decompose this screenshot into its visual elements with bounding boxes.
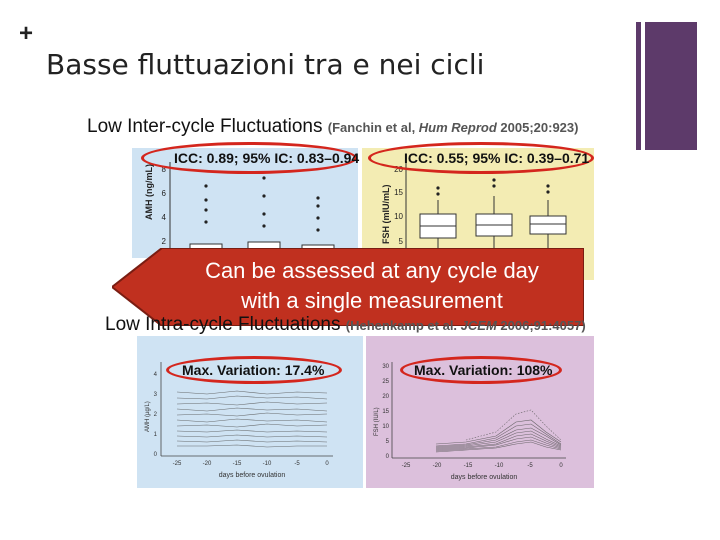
fsh-inter-ytick: 15 — [394, 188, 403, 197]
fsh-intra-ytick: 15 — [382, 409, 389, 415]
fsh-inter-cycle-chart: FSH (mIU/mL) 20 15 10 5 — [381, 162, 567, 280]
callout-line-2: with a single measurement — [241, 288, 503, 313]
amh-intra-xtick: -20 — [203, 461, 212, 467]
fsh-intra-xtick: -15 — [464, 463, 473, 469]
fsh-inter-ylabel: FSH (mIU/mL) — [381, 184, 391, 244]
accent-bar-thick — [645, 22, 697, 150]
fsh-intra-ytick: 20 — [382, 394, 389, 400]
fsh-intra-ytick: 30 — [382, 364, 389, 370]
amh-intra-ytick: 2 — [154, 412, 158, 418]
inter-cycle-heading: Low Inter-cycle Fluctuations (Fanchin et… — [87, 116, 578, 138]
amh-inter-ytick: 6 — [162, 189, 167, 198]
fsh-icc-highlight — [368, 142, 594, 174]
fsh-intra-ytick: 10 — [382, 424, 389, 430]
amh-intra-ytick: 4 — [154, 372, 158, 378]
inter-cycle-title: Low Inter-cycle Fluctuations — [87, 116, 323, 137]
fsh-intra-xlabel: days before ovulation — [451, 474, 518, 481]
amh-inter-ytick: 8 — [162, 165, 167, 174]
fsh-intra-xtick: -5 — [527, 463, 533, 469]
amh-intra-ytick: 1 — [154, 432, 158, 438]
accent-bar-thin — [636, 22, 641, 150]
slide-title: Basse fluttuazioni tra e nei cicli — [46, 48, 485, 81]
fsh-intra-xtick: 0 — [559, 463, 563, 469]
fsh-inter-ytick: 5 — [399, 237, 404, 246]
fsh-intra-ytick: 5 — [386, 439, 390, 445]
fsh-intra-ytick: 25 — [382, 379, 389, 385]
amh-intra-xtick: -10 — [263, 461, 272, 467]
fsh-variation-label: Max. Variation: 108% — [414, 362, 553, 378]
amh-icc-highlight — [141, 142, 357, 174]
callout-line-1: Can be assessed at any cycle day — [205, 258, 539, 283]
amh-intra-xtick: -25 — [173, 461, 182, 467]
fsh-intra-ylabel: FSH (IU/L) — [374, 407, 380, 436]
fsh-intra-ytick: 0 — [386, 454, 390, 460]
amh-variation-highlight — [166, 356, 342, 384]
intra-cycle-title: Low Intra-cycle Fluctuations — [105, 314, 341, 335]
fsh-inter-ytick: 10 — [394, 212, 403, 221]
plus-bullet: + — [19, 20, 34, 47]
amh-variation-label: Max. Variation: 17.4% — [182, 362, 325, 378]
intra-cycle-heading: Low Intra-cycle Fluctuations (Hehenkamp … — [105, 314, 586, 336]
fsh-inter-ytick: 20 — [394, 165, 403, 174]
amh-intra-cycle-chart: AMH (µg/L) 4 3 2 1 0 -25 -20 -15 -10 -5 … — [145, 362, 333, 479]
amh-intra-xtick: 0 — [325, 461, 329, 467]
amh-intra-xtick: -5 — [294, 461, 300, 467]
intra-cycle-citation: (Hehenkamp et al. JCEM 2006;91:4057) — [345, 318, 586, 333]
amh-intra-ytick: 0 — [154, 452, 158, 458]
fsh-variation-highlight — [400, 356, 562, 384]
fsh-intra-xtick: -20 — [433, 463, 442, 469]
amh-intra-xlabel: days before ovulation — [219, 472, 286, 479]
callout-arrow — [112, 248, 584, 326]
fsh-icc-label: ICC: 0.55; 95% IC: 0.39–0.71 — [404, 150, 590, 166]
amh-intra-ytick: 3 — [154, 392, 158, 398]
fsh-intra-xtick: -25 — [402, 463, 411, 469]
amh-inter-ytick: 2 — [162, 237, 167, 246]
fsh-intra-cycle-chart: FSH (IU/L) 30 25 20 15 10 5 0 -25 -20 -1… — [374, 362, 566, 481]
amh-inter-ylabel: AMH (ng/mL) — [144, 164, 154, 220]
amh-intra-xtick: -15 — [233, 461, 242, 467]
amh-intra-ylabel: AMH (µg/L) — [145, 401, 151, 432]
amh-icc-label: ICC: 0.89; 95% IC: 0.83–0.94 — [174, 150, 360, 166]
amh-inter-ytick: 4 — [162, 213, 167, 222]
fsh-intra-xtick: -10 — [495, 463, 504, 469]
inter-cycle-citation: (Fanchin et al, Hum Reprod 2005;20:923) — [327, 120, 579, 135]
